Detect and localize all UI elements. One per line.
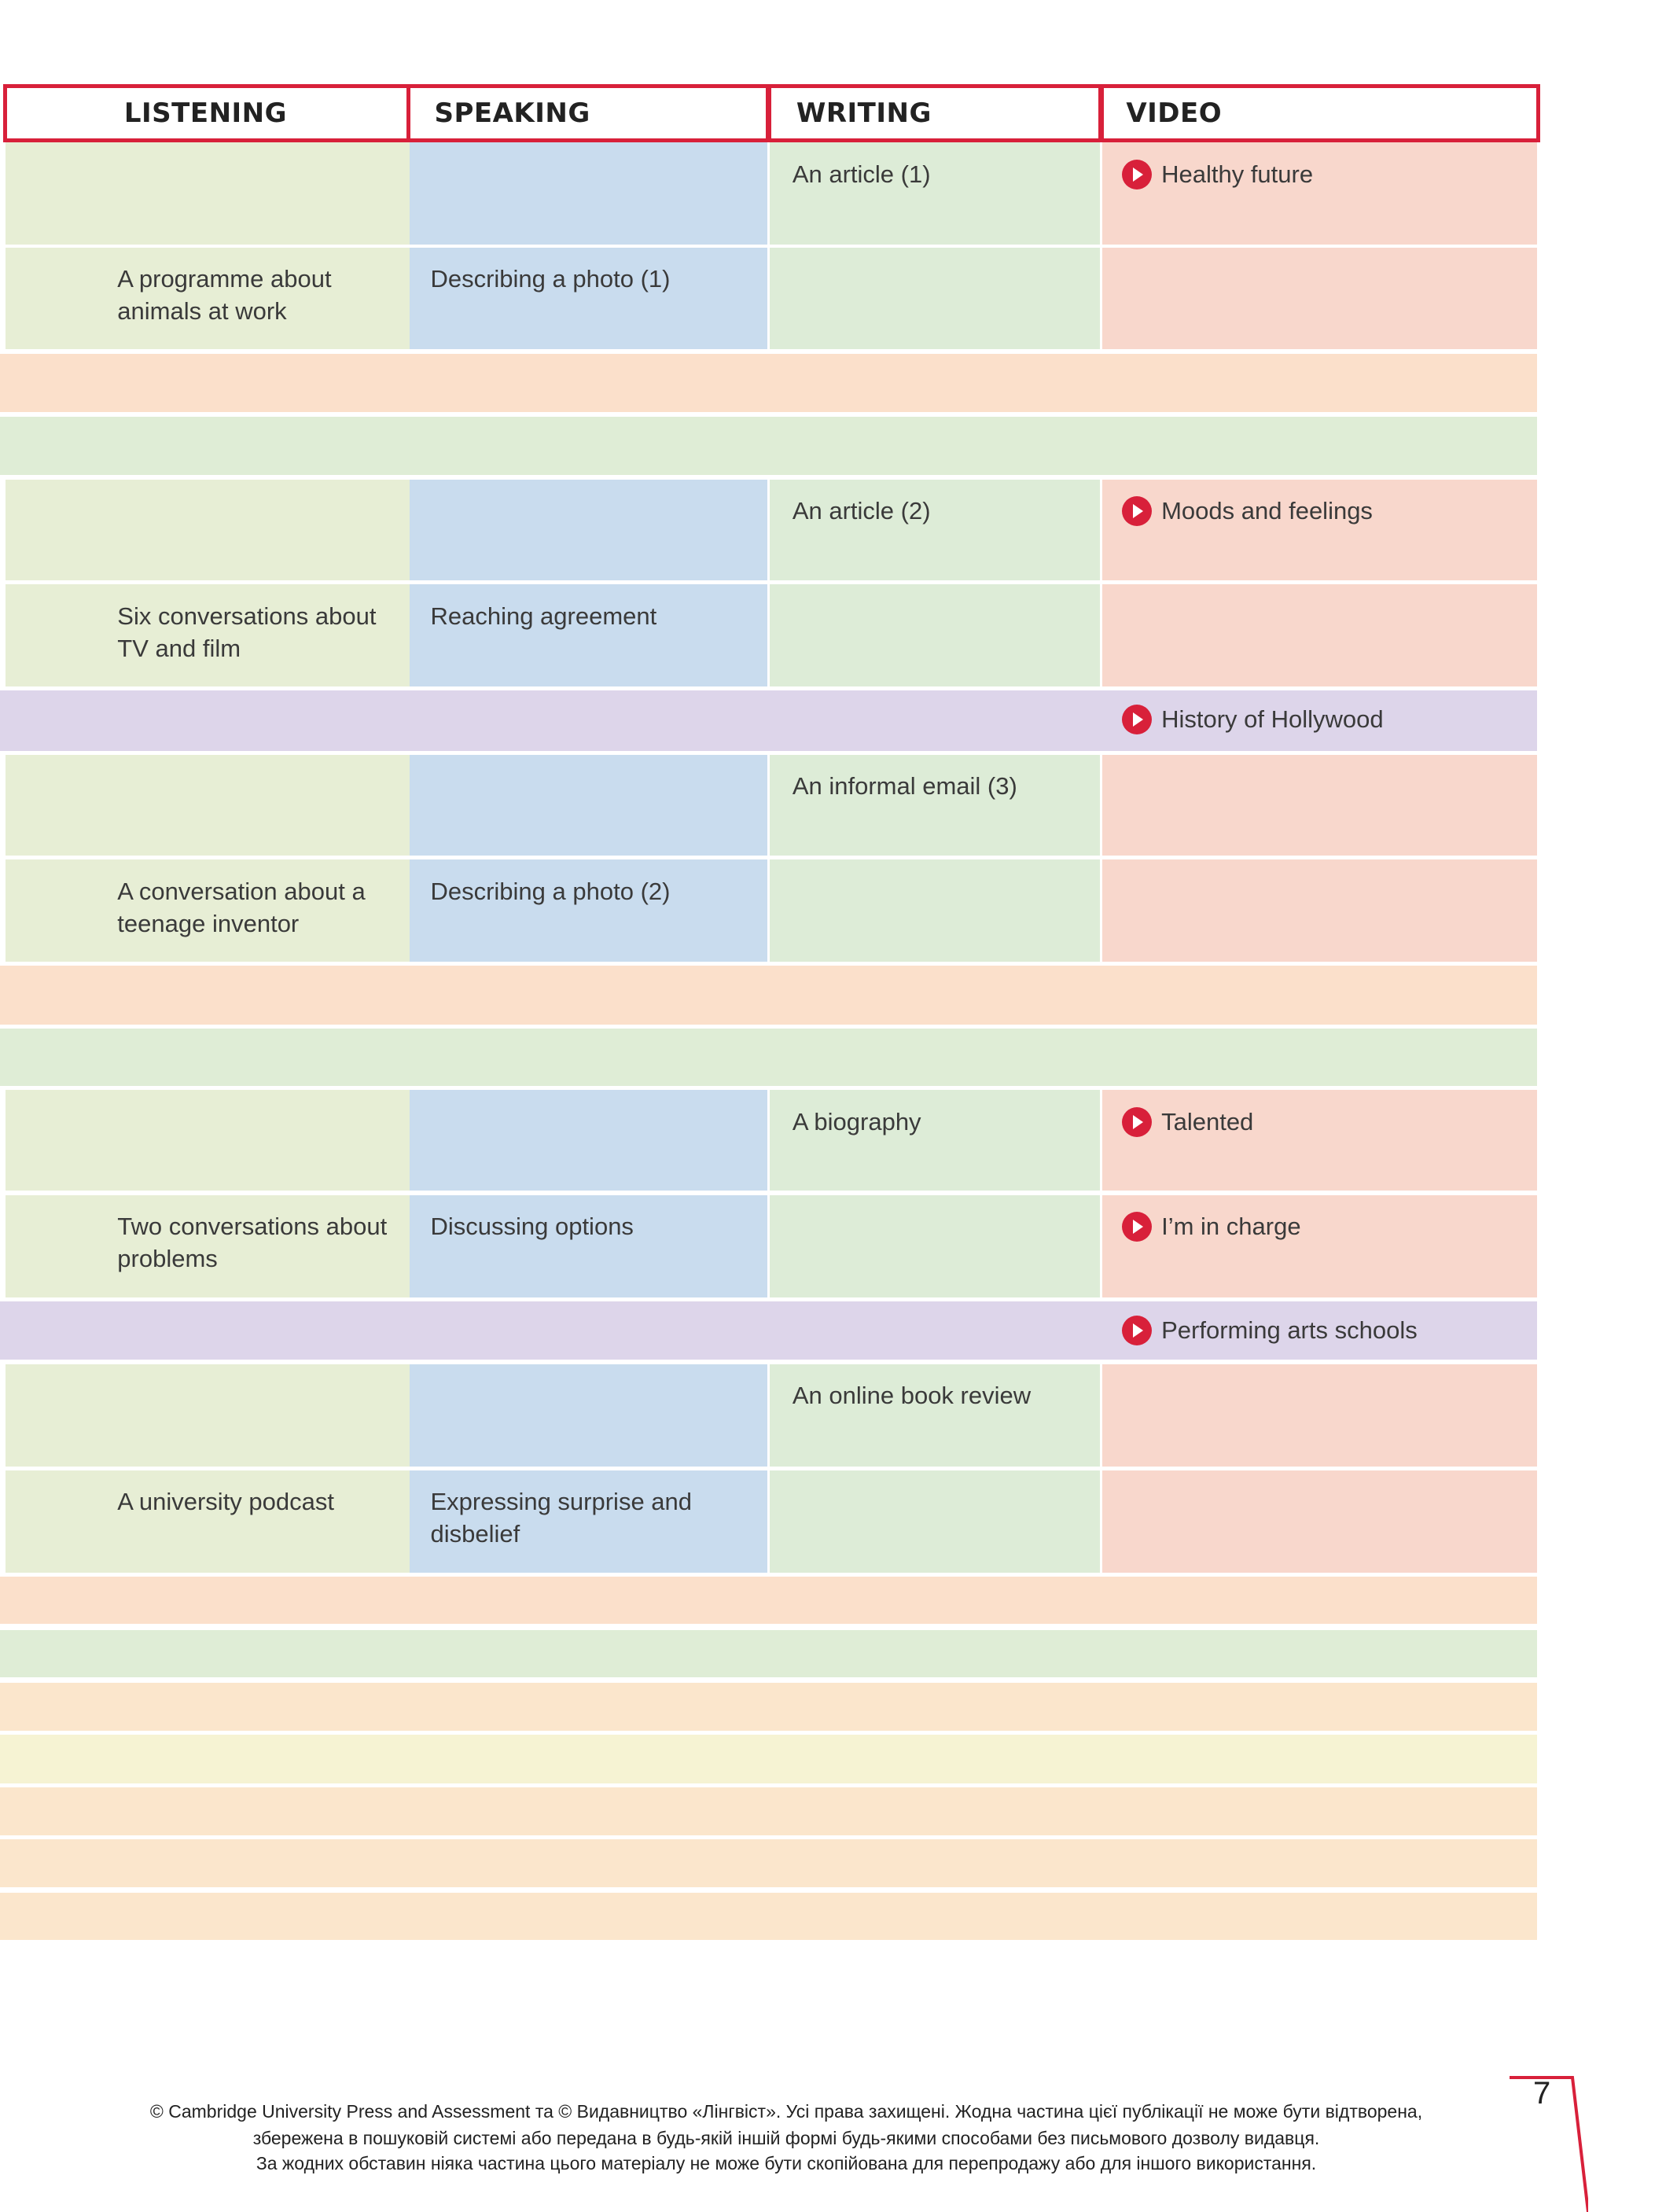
- listening-cell: [6, 247, 410, 350]
- writing-text: An article (2): [792, 497, 931, 525]
- speaking-cell: [409, 479, 767, 580]
- speaking-cell: [409, 583, 767, 686]
- speaking-text: Expressing surprise and disbelief: [430, 1488, 693, 1548]
- video-cell: [1102, 859, 1538, 962]
- speaking-text: Discussing options: [430, 1213, 634, 1241]
- band-row: [0, 966, 1538, 1025]
- video-text: Moods and feelings: [1161, 497, 1373, 525]
- video-cell: [1102, 1364, 1538, 1467]
- video-text: I’m in charge: [1161, 1213, 1301, 1241]
- speaking-text: Reaching agreement: [430, 602, 657, 630]
- video-cell: [1102, 142, 1538, 245]
- listening-cell: [6, 859, 410, 962]
- writing-text: An article (1): [792, 160, 931, 188]
- speaking-cell: [409, 142, 767, 245]
- writing-cell: [770, 583, 1100, 686]
- listening-cell: [6, 479, 410, 580]
- speaking-cell: [409, 754, 767, 856]
- play-icon: [1122, 1212, 1153, 1242]
- band-row: [0, 1577, 1538, 1625]
- column-header: SPEAKING: [406, 83, 770, 143]
- band-row: [0, 416, 1538, 476]
- writing-cell: [770, 754, 1100, 856]
- column-header: VIDEO: [1099, 83, 1540, 143]
- video-text: Performing arts schools: [1161, 1316, 1418, 1344]
- band-row: [0, 1734, 1538, 1784]
- video-cell: [1102, 247, 1538, 350]
- listening-cell: [6, 1364, 410, 1467]
- listening-cell: [6, 142, 410, 245]
- play-icon: [1122, 1106, 1153, 1137]
- band-row: [0, 353, 1538, 413]
- page-number: 7: [1533, 2076, 1551, 2111]
- speaking-text: Describing a photo (1): [430, 265, 671, 293]
- writing-cell: [770, 1194, 1100, 1297]
- speaking-cell: [409, 1194, 767, 1297]
- page-corner: [1510, 2076, 1588, 2212]
- column-header: LISTENING: [2, 83, 413, 143]
- footer-line: © Cambridge University Press and Assessm…: [149, 2101, 1423, 2122]
- listening-cell: [6, 754, 410, 856]
- band-row: [0, 1839, 1538, 1887]
- listening-cell: [6, 583, 410, 686]
- speaking-cell: [409, 1364, 767, 1467]
- video-text: Healthy future: [1161, 160, 1314, 188]
- listening-text: Six conversations about TV and film: [117, 602, 377, 662]
- writing-text: An informal email (3): [792, 772, 1017, 801]
- writing-cell: [770, 1364, 1100, 1467]
- play-icon: [1122, 159, 1153, 190]
- listening-text: A programme about animals at work: [117, 265, 332, 326]
- video-cell: [1102, 1470, 1538, 1573]
- band-row: [0, 1629, 1538, 1677]
- footer-line: збережена в пошуковій системі або переда…: [252, 2128, 1320, 2148]
- speaking-cell: [409, 1090, 767, 1191]
- speaking-cell: [409, 1470, 767, 1573]
- video-cell: [1102, 479, 1538, 580]
- listening-cell: [6, 1470, 410, 1573]
- band-row: [0, 1683, 1538, 1731]
- video-cell: [1102, 583, 1538, 686]
- speaking-text: Describing a photo (2): [430, 877, 671, 905]
- listening-text: Two conversations about problems: [117, 1213, 388, 1273]
- footer-line: За жодних обставин ніяка частина цього м…: [256, 2153, 1317, 2173]
- video-cell: [1102, 1090, 1538, 1191]
- listening-cell: [6, 1090, 410, 1191]
- speaking-cell: [409, 247, 767, 350]
- writing-cell: [770, 142, 1100, 245]
- video-cell: [1102, 754, 1538, 856]
- play-icon: [1122, 496, 1153, 526]
- band-row: [0, 1029, 1538, 1087]
- video-text: Talented: [1161, 1108, 1254, 1135]
- writing-text: A biography: [792, 1108, 921, 1135]
- speaking-cell: [409, 859, 767, 962]
- writing-cell: [770, 1470, 1100, 1573]
- writing-cell: [770, 1090, 1100, 1191]
- video-band-row: [0, 1301, 1538, 1360]
- play-icon: [1122, 1315, 1153, 1345]
- writing-cell: [770, 247, 1100, 350]
- listening-text: A conversation about a teenage inventor: [117, 877, 366, 937]
- writing-cell: [770, 859, 1100, 962]
- video-text: History of Hollywood: [1161, 705, 1384, 734]
- band-row: [0, 1892, 1538, 1941]
- video-cell: [1102, 1194, 1538, 1297]
- listening-cell: [6, 1194, 410, 1297]
- listening-text: A university podcast: [117, 1488, 334, 1516]
- video-band-row: [0, 690, 1538, 751]
- band-row: [0, 1787, 1538, 1835]
- play-icon: [1122, 704, 1153, 734]
- column-header: WRITING: [767, 83, 1103, 143]
- writing-text: An online book review: [792, 1382, 1032, 1410]
- writing-cell: [770, 479, 1100, 580]
